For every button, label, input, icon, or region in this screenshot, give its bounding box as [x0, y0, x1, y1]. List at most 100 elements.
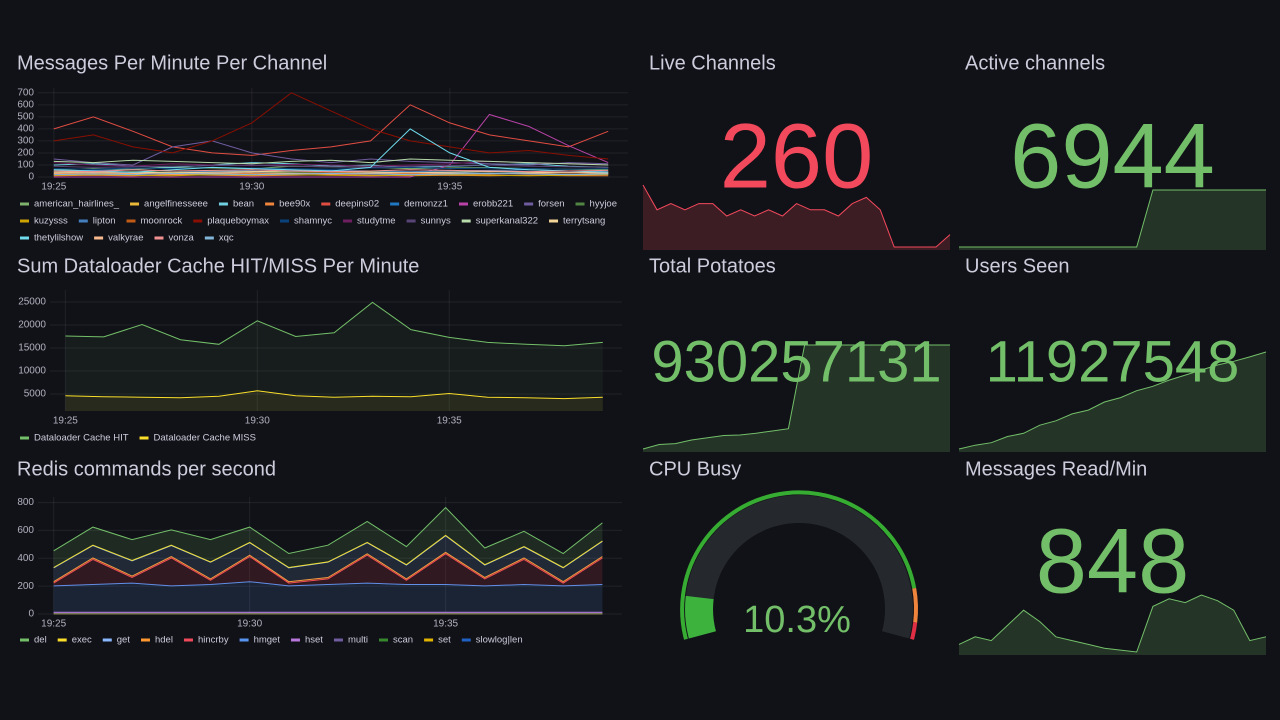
series-line [53, 140, 609, 166]
series-line [65, 390, 603, 400]
y-tick-label: 700 [17, 87, 34, 98]
sparkline-area [643, 345, 950, 452]
legend-label: xqc [219, 233, 234, 244]
legend-label: bee90x [279, 199, 310, 210]
legend-label: moonrock [141, 216, 183, 227]
legend-label: del [34, 635, 47, 646]
series-line [53, 104, 609, 156]
y-tick-label: 0 [28, 609, 34, 620]
x-tick-label: 19:30 [237, 619, 262, 630]
series-line [53, 113, 609, 178]
stat-value: 11927548 [986, 329, 1240, 394]
x-tick-label: 19:25 [41, 182, 66, 193]
legend-label: hyyjoe [590, 199, 617, 210]
y-tick-label: 25000 [18, 297, 46, 308]
legend-label: hset [305, 635, 323, 646]
series-line [65, 301, 603, 347]
stack-segment [53, 507, 603, 568]
series-line [53, 166, 609, 170]
stack-line [53, 551, 603, 583]
legend-label: multi [348, 635, 368, 646]
legend-label: hincrby [198, 635, 229, 646]
x-tick-label: 19:35 [437, 416, 462, 427]
stat-value: 930257131 [651, 329, 941, 394]
y-tick-label: 5000 [24, 389, 47, 400]
legend-label: lipton [93, 216, 116, 227]
legend-label: get [117, 635, 131, 646]
series-line [53, 169, 609, 173]
stat-value: 6944 [1010, 105, 1215, 207]
threshold-band [912, 587, 918, 623]
y-tick-label: 600 [17, 525, 34, 536]
y-tick-label: 600 [17, 99, 34, 110]
y-tick-label: 800 [17, 497, 34, 508]
sparkline-area [959, 352, 1266, 452]
stack-segment [53, 581, 603, 613]
legend-label: thetylilshow [34, 233, 83, 244]
panel-title: Users Seen [965, 255, 1070, 277]
x-tick-label: 19:35 [437, 182, 462, 193]
panel-title: Live Channels [649, 52, 776, 74]
legend-label: hdel [155, 635, 173, 646]
legend-label: angelfinesseee [144, 199, 208, 210]
legend-label: Dataloader Cache HIT [34, 433, 129, 444]
y-tick-label: 20000 [18, 320, 46, 331]
x-tick-label: 19:30 [239, 182, 264, 193]
y-tick-label: 15000 [18, 343, 46, 354]
sparkline-area [959, 190, 1266, 250]
stack-line [53, 506, 603, 555]
legend-label: kuzysss [34, 216, 68, 227]
series-line [53, 174, 609, 177]
y-tick-label: 400 [17, 553, 34, 564]
legend-label: forsen [538, 199, 564, 210]
legend-label: exec [72, 635, 92, 646]
sparkline-area [959, 595, 1266, 655]
legend-label: plaqueboymax [207, 216, 269, 227]
y-tick-label: 0 [28, 172, 34, 183]
x-tick-label: 19:35 [433, 619, 458, 630]
legend-label: slowlog|len [476, 635, 523, 646]
panel-title: Redis commands per second [17, 458, 276, 480]
legend-label: deepins02 [335, 199, 379, 210]
panel-title: CPU Busy [649, 458, 741, 480]
gauge-track [685, 495, 913, 639]
y-tick-label: 10000 [18, 366, 46, 377]
y-tick-label: 200 [17, 148, 34, 159]
threshold-band [680, 490, 917, 640]
legend-label: erobb221 [473, 199, 513, 210]
legend-label: valkyrae [108, 233, 143, 244]
sparkline [959, 189, 1266, 248]
x-tick-label: 19:25 [41, 619, 66, 630]
legend-label: superkanal322 [476, 216, 538, 227]
panel-title: Total Potatoes [649, 255, 776, 277]
y-tick-label: 200 [17, 581, 34, 592]
stack-line [53, 534, 603, 569]
panel-title: Active channels [965, 52, 1105, 74]
legend-label: sunnys [421, 216, 451, 227]
legend-label: vonza [168, 233, 194, 244]
y-tick-label: 500 [17, 112, 34, 123]
sparkline-area [643, 185, 950, 250]
sparkline [958, 594, 1267, 653]
y-tick-label: 300 [17, 136, 34, 147]
gauge-label: 10.3% [743, 599, 851, 641]
legend-label: set [438, 635, 451, 646]
x-tick-label: 19:30 [245, 416, 270, 427]
legend-label: hmget [254, 635, 281, 646]
stat-value: 848 [1036, 510, 1190, 612]
sparkline [958, 351, 1267, 450]
series-line [53, 158, 609, 166]
stack-line [53, 553, 603, 584]
legend-label: terrytsang [563, 216, 605, 227]
panel-title: Messages Read/Min [965, 458, 1147, 480]
series-line [53, 164, 609, 168]
x-tick-label: 19:25 [53, 416, 78, 427]
legend-label: demonzz1 [404, 199, 448, 210]
area-fill [65, 302, 603, 411]
stack-line [53, 581, 603, 587]
series-line [53, 172, 609, 176]
gauge-value [685, 595, 717, 639]
legend-label: scan [393, 635, 413, 646]
legend-label: american_hairlines_ [34, 199, 120, 210]
